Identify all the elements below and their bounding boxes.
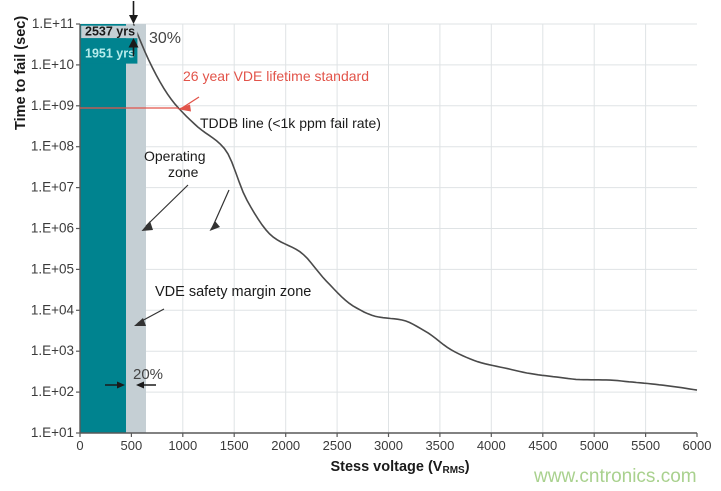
svg-text:2500: 2500 (323, 438, 352, 453)
svg-text:6000: 6000 (683, 438, 712, 453)
svg-text:1.E+01: 1.E+01 (31, 425, 74, 440)
svg-text:1.E+09: 1.E+09 (31, 98, 74, 113)
svg-text:TDDB line (<1k ppm fail rate): TDDB line (<1k ppm fail rate) (200, 115, 381, 131)
svg-text:1951 yrs: 1951 yrs (85, 47, 135, 61)
svg-text:26 year VDE lifetime standard: 26 year VDE lifetime standard (183, 68, 369, 84)
svg-text:4000: 4000 (477, 438, 506, 453)
svg-text:zone: zone (168, 164, 199, 180)
svg-text:Operating: Operating (144, 148, 205, 164)
svg-text:5500: 5500 (631, 438, 660, 453)
svg-text:20%: 20% (133, 366, 163, 383)
svg-text:1.E+10: 1.E+10 (31, 57, 74, 72)
svg-text:1.E+06: 1.E+06 (31, 221, 74, 236)
svg-text:3000: 3000 (374, 438, 403, 453)
svg-text:1.E+02: 1.E+02 (31, 384, 74, 399)
svg-text:30%: 30% (149, 30, 181, 47)
svg-text:VDE safety margin zone: VDE safety margin zone (155, 284, 311, 300)
svg-text:1.E+11: 1.E+11 (32, 16, 74, 31)
svg-text:2000: 2000 (271, 438, 300, 453)
svg-text:1.E+03: 1.E+03 (31, 343, 74, 358)
svg-text:2537 yrs: 2537 yrs (85, 25, 135, 39)
svg-text:5000: 5000 (580, 438, 609, 453)
svg-text:1.E+04: 1.E+04 (31, 302, 75, 317)
svg-text:1.E+05: 1.E+05 (31, 261, 74, 276)
svg-text:4500: 4500 (528, 438, 557, 453)
svg-text:1000: 1000 (168, 438, 197, 453)
svg-text:0: 0 (76, 438, 83, 453)
svg-text:1500: 1500 (220, 438, 249, 453)
svg-text:Stess voltage (VRMS): Stess voltage (VRMS) (330, 459, 469, 476)
svg-text:1.E+08: 1.E+08 (31, 139, 74, 154)
svg-text:1.E+07: 1.E+07 (31, 180, 74, 195)
svg-text:www.cntronics.com: www.cntronics.com (533, 466, 697, 487)
svg-text:3500: 3500 (425, 438, 454, 453)
svg-text:500: 500 (121, 438, 143, 453)
